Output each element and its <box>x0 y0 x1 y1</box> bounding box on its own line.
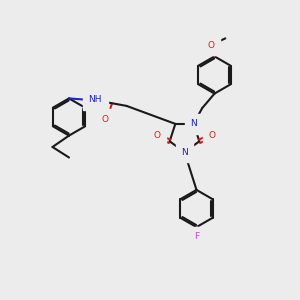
Text: O: O <box>101 115 108 124</box>
Text: O: O <box>207 40 214 50</box>
Text: F: F <box>194 232 199 241</box>
Text: O: O <box>208 131 215 140</box>
Text: NH: NH <box>88 95 102 104</box>
Text: O: O <box>154 131 160 140</box>
Text: N: N <box>181 148 188 157</box>
Text: N: N <box>190 119 197 128</box>
